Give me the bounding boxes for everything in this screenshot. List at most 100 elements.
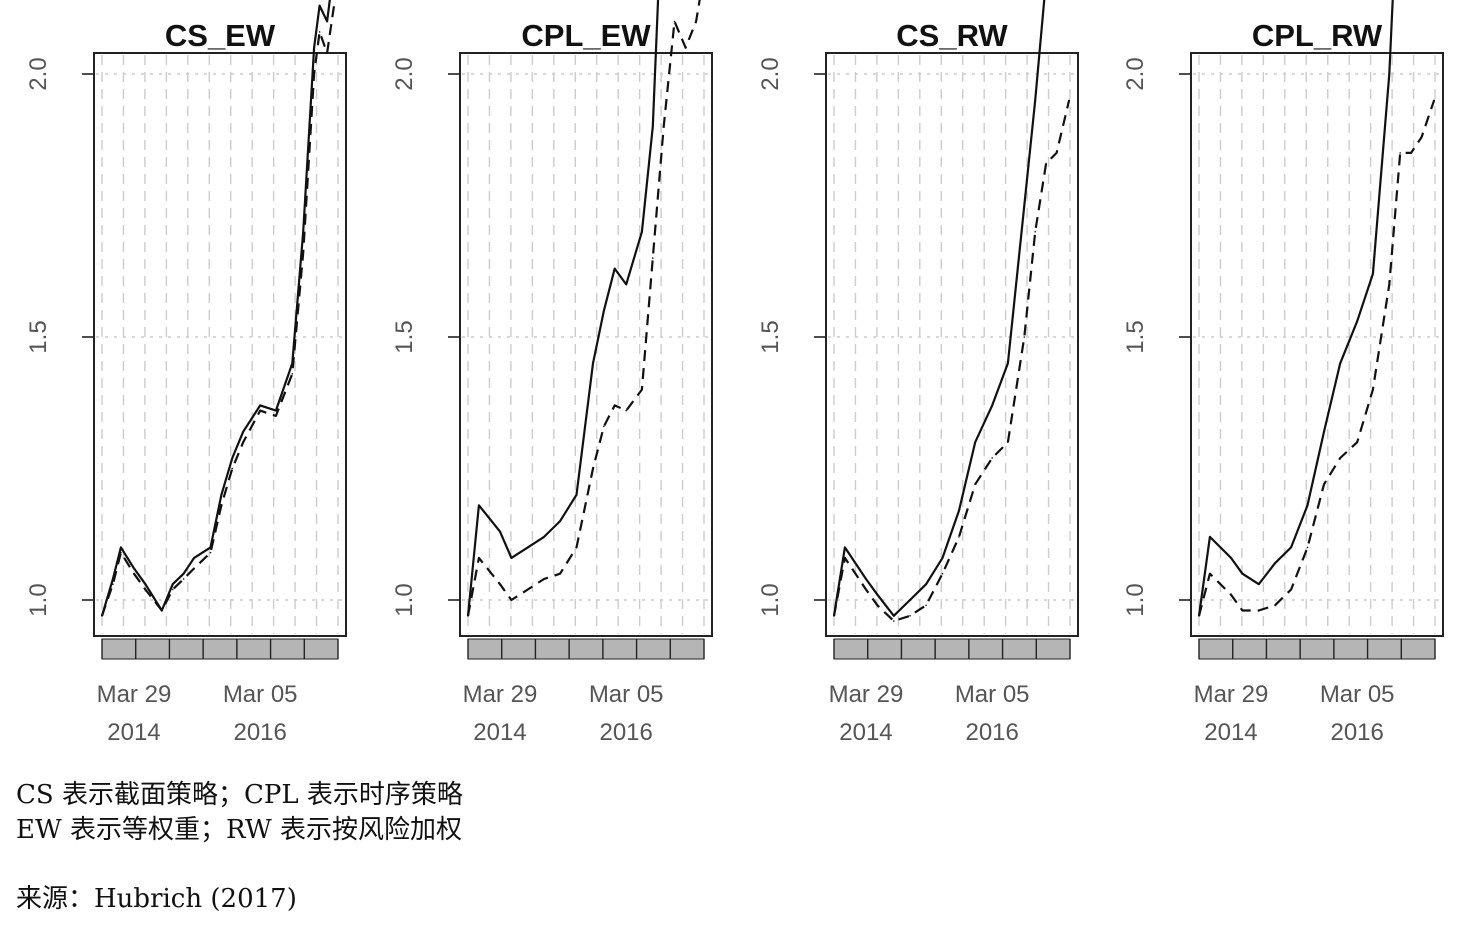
series-point: [1055, 152, 1058, 154]
y-tick-label: 2.0: [391, 57, 418, 90]
y-tick-label: 2.0: [25, 57, 52, 90]
series-point: [209, 551, 212, 554]
series-point: [1388, 283, 1391, 286]
x-tick-label-month: Mar 05: [1320, 681, 1395, 708]
series-point: [1241, 572, 1244, 575]
series-point: [958, 536, 960, 538]
series-point: [662, 125, 665, 128]
series-point: [941, 572, 944, 575]
series-point: [991, 404, 993, 407]
series-point: [220, 504, 223, 507]
series-point: [318, 4, 321, 7]
series-point: [1045, 162, 1047, 165]
series-point: [242, 430, 245, 433]
series-point: [231, 467, 234, 470]
series-point: [133, 572, 135, 575]
series-point: [592, 467, 594, 470]
series-point: [625, 409, 627, 412]
series-point: [326, 52, 328, 54]
series-point: [1290, 546, 1292, 549]
series-point: [1372, 273, 1374, 275]
series-point: [575, 546, 578, 549]
series-point: [575, 494, 578, 496]
series-point: [1339, 457, 1342, 459]
x-axis-rug: [1198, 638, 1436, 660]
series-line-dashed: [1197, 99, 1436, 617]
series-point: [499, 530, 501, 533]
series-point: [302, 252, 304, 254]
y-tick-label: 2.0: [757, 57, 784, 90]
series-point: [925, 604, 927, 607]
series-point: [543, 578, 545, 580]
series-point: [144, 588, 147, 591]
series-point: [144, 583, 147, 586]
x-tick-label-month: Mar 29: [829, 681, 904, 708]
series-line-dashed: [466, 0, 701, 617]
series-point: [275, 415, 277, 417]
series-point: [695, 20, 697, 23]
series-point: [1410, 152, 1412, 154]
series-point: [1372, 388, 1374, 391]
y-tick-label: 2.0: [1122, 57, 1149, 90]
legend-note-strategy: CS 表示截面策略；CPL 表示时序策略: [16, 780, 463, 810]
series-point: [182, 578, 185, 580]
series-point: [1034, 99, 1036, 102]
series-point: [974, 483, 977, 486]
series-point: [182, 572, 185, 575]
series-point: [651, 125, 654, 128]
series-point: [1198, 614, 1200, 617]
y-tick-label: 1.0: [757, 583, 784, 616]
series-point: [893, 620, 895, 622]
series-point: [478, 504, 480, 507]
series-point: [865, 578, 867, 580]
series-point: [673, 20, 676, 23]
panel-title: CS_RW: [896, 18, 1008, 53]
series-point: [259, 409, 261, 412]
source-note: 来源：Hubrich (2017): [16, 884, 297, 914]
series-point: [974, 441, 977, 444]
series-point: [613, 404, 616, 407]
series-point: [1306, 504, 1309, 507]
series-point: [1399, 152, 1401, 154]
y-tick-label: 1.5: [25, 320, 52, 353]
series-point: [120, 546, 122, 549]
x-tick-label-year: 2014: [1204, 719, 1257, 746]
series-point: [1356, 320, 1358, 323]
series-point: [171, 588, 174, 591]
plot-frame: [93, 52, 347, 637]
series-point: [101, 614, 103, 617]
series-point: [559, 572, 561, 575]
series-point: [1290, 588, 1292, 591]
series-point: [925, 583, 927, 586]
series-point: [478, 557, 480, 559]
series-point: [291, 373, 294, 375]
series-point: [1258, 583, 1260, 586]
series-point: [242, 441, 245, 444]
series-point: [941, 557, 944, 559]
series-point: [909, 614, 911, 617]
x-tick-label-year: 2016: [233, 719, 286, 746]
series-point: [613, 267, 616, 270]
series-point: [193, 567, 195, 570]
plot-frame: [459, 52, 713, 637]
series-point: [876, 604, 879, 607]
x-axis-rug: [467, 638, 705, 660]
x-tick-label-month: Mar 29: [463, 681, 538, 708]
series-point: [1388, 73, 1391, 75]
series-point: [1323, 430, 1325, 433]
series-point: [1420, 136, 1423, 138]
series-line-solid: [832, 0, 1046, 617]
series-point: [259, 404, 261, 407]
series-point: [171, 583, 174, 586]
series-point: [161, 609, 163, 612]
series-point: [543, 536, 545, 538]
series-point: [1209, 536, 1211, 538]
series-point: [991, 457, 993, 459]
series-point: [1274, 562, 1276, 564]
series-point: [592, 362, 594, 365]
series-point: [641, 388, 643, 391]
